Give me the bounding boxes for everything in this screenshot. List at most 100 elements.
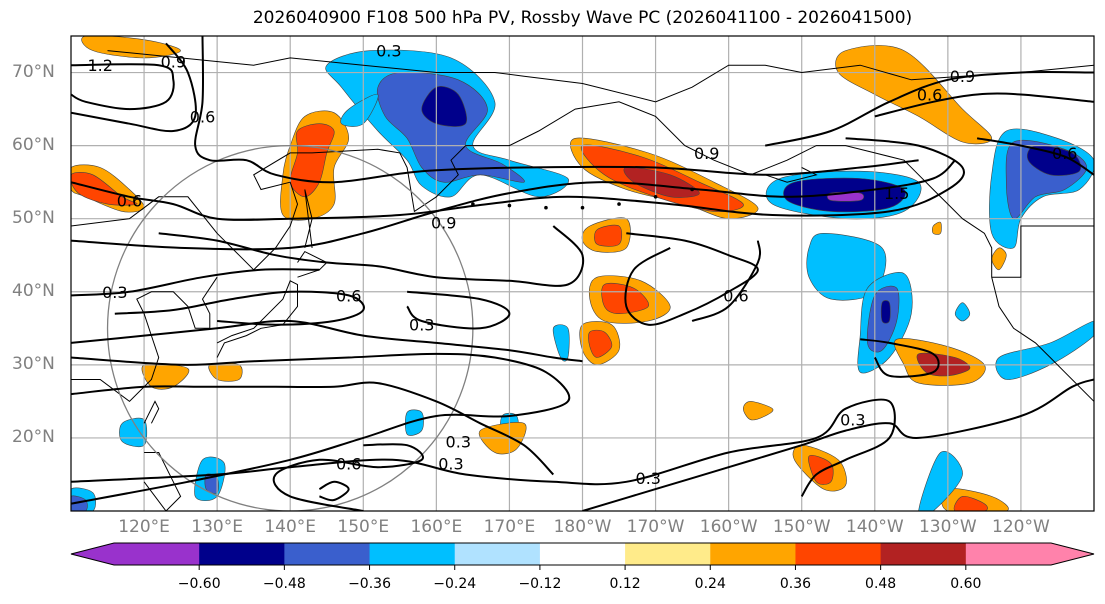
coastline <box>765 167 818 183</box>
colorbar-segment <box>539 543 626 565</box>
lon-tick-label: 130°W <box>918 517 977 537</box>
pv-contour-line <box>406 290 511 330</box>
pv-anomaly-region <box>552 324 570 362</box>
contour-label: 0.6 <box>917 85 942 104</box>
pv-anomaly-region <box>1027 145 1082 176</box>
lon-tick-label: 170°E <box>483 517 536 537</box>
lon-tick-label: 150°E <box>337 517 390 537</box>
contour-label: 1.2 <box>88 56 113 75</box>
colorbar-tick-label: −0.12 <box>518 576 562 592</box>
pv-anomaly-region <box>880 300 891 324</box>
lat-tick-label: 30°N <box>12 353 55 374</box>
coastline <box>216 280 298 358</box>
pv-contour-line <box>582 378 1094 511</box>
pv-contour-line <box>764 70 1094 147</box>
contour-labels: 1.2 0.9 0.6 0.3 0.6 0.9 0.3 0.6 0.3 0.9 0.9 0.6 0.6 1… <box>88 42 1078 489</box>
gridlines <box>71 36 1094 511</box>
pv-contour-line <box>318 480 350 502</box>
lat-tick-label: 60°N <box>12 134 55 155</box>
colorbar-extend-min <box>71 543 114 565</box>
pv-anomaly-region <box>742 401 774 421</box>
plot-frame <box>70 35 1095 512</box>
colorbar-segment <box>114 543 200 565</box>
pv-contour-line <box>624 232 759 326</box>
pv-contour-line <box>874 92 1094 118</box>
lat-tick-label: 40°N <box>12 280 55 301</box>
pv-anomaly-region <box>405 409 424 436</box>
colorbar <box>70 542 1095 570</box>
pv-contour-line <box>158 225 585 287</box>
contour-label: 0.3 <box>636 469 661 488</box>
colorbar-tick-label: 0.12 <box>609 576 641 592</box>
contour-label: 0.6 <box>336 286 361 305</box>
aleutian-island <box>507 203 512 208</box>
pv-contour-line <box>71 352 571 505</box>
colorbar-segment <box>880 543 967 565</box>
aleutian-island <box>617 202 621 206</box>
colorbar-tick-label: −0.36 <box>348 576 391 592</box>
contour-label: 0.9 <box>694 144 719 163</box>
lon-tick-label: 180°W <box>553 517 612 537</box>
pv-contour-line <box>860 338 940 378</box>
pv-anomaly-region <box>377 71 525 183</box>
lon-tick-label: 120°E <box>118 517 170 537</box>
pv-anomaly-region <box>289 123 335 198</box>
lat-tick-label: 70°N <box>12 61 55 82</box>
contour-label: 0.9 <box>431 213 456 232</box>
contour-label: 0.6 <box>117 191 142 210</box>
lon-tick-label: 150°W <box>772 517 831 537</box>
pv-contour-line <box>71 159 956 251</box>
colorbar-segment <box>199 543 285 565</box>
pv-contour-line <box>71 42 197 133</box>
contour-label: 0.6 <box>190 107 215 126</box>
pv-anomaly-region <box>806 232 887 301</box>
colorbar-segment <box>710 543 796 565</box>
pv-anomaly-region <box>932 221 942 235</box>
lat-tick-label: 20°N <box>12 426 55 447</box>
pv-anomaly-shading <box>71 36 1094 511</box>
lon-tick-label: 130°E <box>191 517 243 537</box>
colorbar-segment <box>795 543 882 565</box>
coastline <box>143 400 160 424</box>
pv-contour-line <box>71 63 175 111</box>
contour-label: 0.9 <box>950 67 975 86</box>
contour-label: 0.6 <box>723 286 748 305</box>
pv-anomaly-region <box>594 224 623 247</box>
lat-tick-label: 50°N <box>12 207 55 228</box>
colorbar-tick-label: −0.60 <box>177 576 221 592</box>
contour-label: 0.6 <box>1052 144 1077 163</box>
colorbar-segment <box>965 543 1052 565</box>
aleutian-island <box>544 205 548 210</box>
coastline <box>71 101 1094 402</box>
coastline <box>107 50 1094 103</box>
contour-label: 1.5 <box>884 184 909 203</box>
pv-anomaly-region <box>71 172 138 206</box>
pv-anomaly-region <box>81 36 181 59</box>
pv-anomaly-region <box>918 450 963 511</box>
pv-contour-line <box>71 268 320 297</box>
pv-contour-line <box>114 290 365 326</box>
pv-anomaly-region <box>588 329 613 358</box>
colorbar-tick-label: −0.24 <box>433 576 477 592</box>
contour-label: 0.3 <box>409 316 434 335</box>
pv-contours <box>71 36 1094 511</box>
pv-contour-line <box>71 381 555 476</box>
lon-tick-label: 140°W <box>845 517 904 537</box>
pv-contour-line <box>71 137 965 221</box>
pv-contour-line <box>194 36 919 184</box>
pv-anomaly-region <box>421 86 467 127</box>
contour-label: 0.3 <box>840 411 865 430</box>
colorbar-tick-label: 0.48 <box>865 576 897 592</box>
coastlines <box>71 50 1094 511</box>
lon-tick-label: 120°W <box>992 517 1050 537</box>
colorbar-tick-label: 0.60 <box>950 576 982 592</box>
colorbar-extend-max <box>1051 543 1094 565</box>
chart-title: 2026040900 F108 500 hPa PV, Rossby Wave … <box>252 8 913 28</box>
contour-label: 0.6 <box>336 455 361 474</box>
colorbar-outline <box>70 542 1095 566</box>
colorbar-segment <box>454 543 541 565</box>
pv-contour-line <box>691 240 762 322</box>
contour-label: 0.3 <box>446 433 471 452</box>
colorbar-segment <box>284 543 371 565</box>
lon-tick-label: 170°W <box>626 517 685 537</box>
